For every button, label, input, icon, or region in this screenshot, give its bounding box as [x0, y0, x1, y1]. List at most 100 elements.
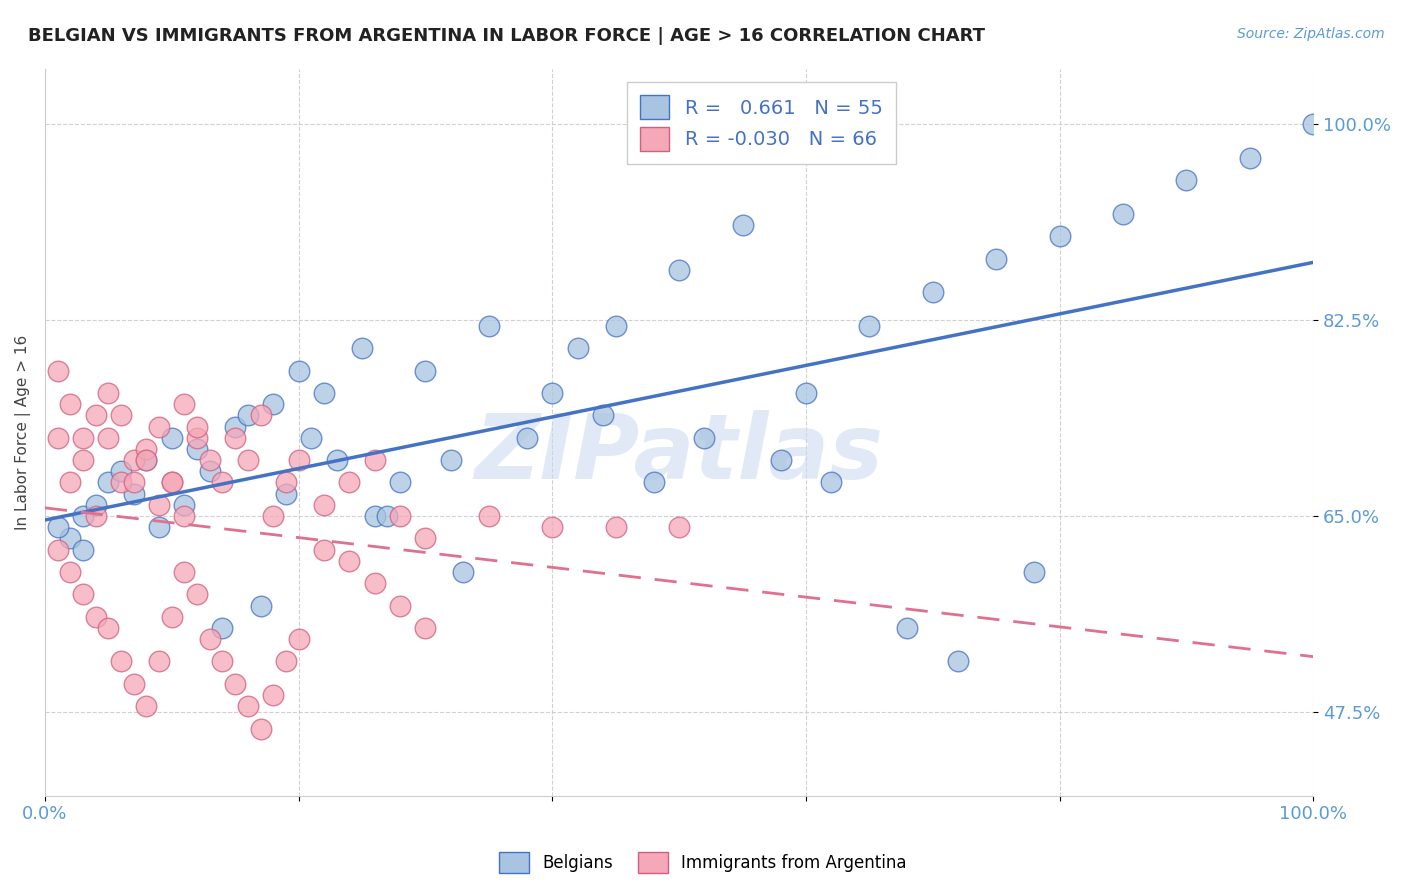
- Point: [236, 453, 259, 467]
- Point: [148, 419, 170, 434]
- Legend: R =   0.661   N = 55, R = -0.030   N = 66: R = 0.661 N = 55, R = -0.030 N = 66: [627, 82, 897, 164]
- Point: [173, 565, 195, 579]
- Point: [236, 409, 259, 423]
- Point: [312, 386, 335, 401]
- Point: [299, 431, 322, 445]
- Point: [122, 677, 145, 691]
- Point: [415, 363, 437, 377]
- Point: [312, 498, 335, 512]
- Point: [72, 542, 94, 557]
- Point: [274, 655, 297, 669]
- Point: [135, 453, 157, 467]
- Point: [46, 363, 69, 377]
- Point: [946, 655, 969, 669]
- Point: [110, 409, 132, 423]
- Point: [478, 509, 501, 524]
- Text: BELGIAN VS IMMIGRANTS FROM ARGENTINA IN LABOR FORCE | AGE > 16 CORRELATION CHART: BELGIAN VS IMMIGRANTS FROM ARGENTINA IN …: [28, 27, 986, 45]
- Point: [224, 677, 246, 691]
- Point: [274, 475, 297, 490]
- Point: [84, 498, 107, 512]
- Point: [605, 318, 627, 333]
- Point: [84, 509, 107, 524]
- Point: [173, 509, 195, 524]
- Point: [97, 386, 120, 401]
- Point: [389, 475, 412, 490]
- Point: [84, 609, 107, 624]
- Point: [173, 397, 195, 411]
- Point: [693, 431, 716, 445]
- Point: [72, 509, 94, 524]
- Point: [1175, 173, 1198, 187]
- Point: [643, 475, 665, 490]
- Point: [363, 509, 385, 524]
- Point: [59, 475, 82, 490]
- Point: [1302, 118, 1324, 132]
- Point: [605, 520, 627, 534]
- Point: [274, 486, 297, 500]
- Point: [921, 285, 943, 300]
- Point: [186, 431, 208, 445]
- Point: [415, 532, 437, 546]
- Point: [84, 409, 107, 423]
- Point: [186, 419, 208, 434]
- Point: [1024, 565, 1046, 579]
- Point: [110, 464, 132, 478]
- Point: [249, 599, 271, 613]
- Point: [211, 475, 233, 490]
- Point: [287, 453, 309, 467]
- Point: [198, 464, 221, 478]
- Point: [110, 475, 132, 490]
- Point: [211, 621, 233, 635]
- Point: [440, 453, 463, 467]
- Point: [1239, 151, 1261, 165]
- Point: [160, 609, 183, 624]
- Point: [377, 509, 399, 524]
- Text: ZIPatlas: ZIPatlas: [475, 410, 883, 498]
- Point: [46, 520, 69, 534]
- Point: [858, 318, 880, 333]
- Point: [148, 520, 170, 534]
- Point: [249, 722, 271, 736]
- Point: [262, 688, 284, 702]
- Point: [59, 565, 82, 579]
- Point: [312, 542, 335, 557]
- Text: Source: ZipAtlas.com: Source: ZipAtlas.com: [1237, 27, 1385, 41]
- Point: [211, 655, 233, 669]
- Point: [592, 409, 614, 423]
- Legend: Belgians, Immigrants from Argentina: Belgians, Immigrants from Argentina: [492, 846, 914, 880]
- Point: [1049, 229, 1071, 244]
- Point: [72, 587, 94, 601]
- Point: [541, 386, 564, 401]
- Point: [516, 431, 538, 445]
- Point: [72, 453, 94, 467]
- Y-axis label: In Labor Force | Age > 16: In Labor Force | Age > 16: [15, 334, 31, 530]
- Point: [186, 442, 208, 456]
- Point: [668, 520, 690, 534]
- Point: [72, 431, 94, 445]
- Point: [122, 453, 145, 467]
- Point: [262, 397, 284, 411]
- Point: [363, 453, 385, 467]
- Point: [59, 532, 82, 546]
- Point: [1112, 207, 1135, 221]
- Point: [249, 409, 271, 423]
- Point: [160, 475, 183, 490]
- Point: [820, 475, 842, 490]
- Point: [198, 632, 221, 647]
- Point: [287, 632, 309, 647]
- Point: [668, 263, 690, 277]
- Point: [453, 565, 475, 579]
- Point: [46, 431, 69, 445]
- Point: [198, 453, 221, 467]
- Point: [287, 363, 309, 377]
- Point: [110, 655, 132, 669]
- Point: [160, 475, 183, 490]
- Point: [122, 486, 145, 500]
- Point: [97, 475, 120, 490]
- Point: [389, 599, 412, 613]
- Point: [350, 341, 373, 355]
- Point: [46, 542, 69, 557]
- Point: [59, 397, 82, 411]
- Point: [337, 475, 360, 490]
- Point: [224, 431, 246, 445]
